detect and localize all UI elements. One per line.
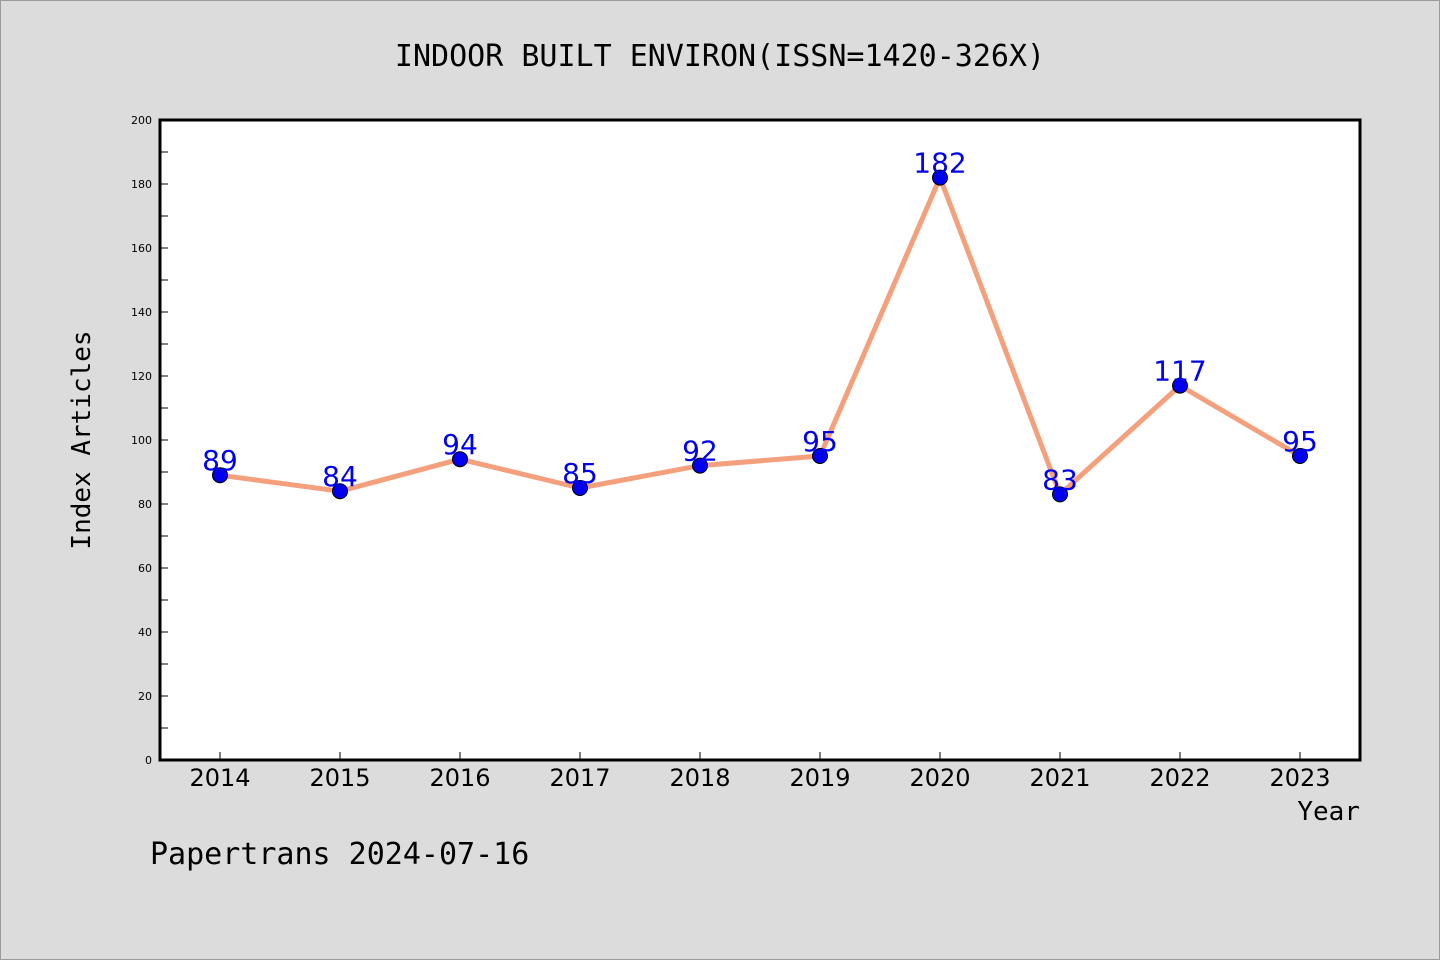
data-label: 94 [442,428,478,461]
x-tick-label: 2015 [309,764,370,792]
series-line [219,175,1302,497]
footer-credit: Papertrans 2024-07-16 [150,837,529,872]
data-label: 92 [682,435,718,468]
y-tick-label: 160 [131,242,152,255]
data-label: 117 [1153,355,1206,388]
y-axis-ticks: 0 20 40 60 80 100 120 140 160 180 200 [131,114,168,767]
plot-border [158,118,1362,762]
x-tick-label: 2017 [549,764,610,792]
y-tick-label: 0 [145,754,152,767]
series-group: 89 84 94 85 92 95 182 83 117 95 [202,147,1318,503]
x-axis-ticks: 2014 2015 2016 2017 2018 2019 2020 2021 2022 2023 [189,752,1331,792]
y-tick-label: 140 [131,306,152,319]
data-label: 182 [913,147,966,180]
x-tick-label: 2020 [909,764,970,792]
y-tick-label: 100 [131,434,152,447]
data-point [932,169,948,186]
data-point [452,451,468,468]
y-tick-label: 80 [138,498,152,511]
data-point [1292,448,1308,464]
x-tick-label: 2022 [1149,764,1210,792]
y-tick-label: 120 [131,370,152,383]
chart-title: INDOOR BUILT ENVIRON(ISSN=1420-326X) [395,39,1045,74]
data-label: 95 [802,425,838,458]
x-tick-label: 2023 [1269,764,1330,792]
x-tick-label: 2021 [1029,764,1090,792]
plot-area [160,120,1360,760]
data-label: 83 [1042,463,1078,496]
x-axis-label: Year [1297,797,1360,827]
y-tick-label: 20 [138,690,152,703]
y-tick-label: 60 [138,562,152,575]
x-tick-label: 2019 [789,764,850,792]
y-tick-label: 180 [131,178,152,191]
data-label: 85 [562,457,598,490]
data-label: 95 [1282,425,1318,458]
data-label: 89 [202,444,238,477]
y-tick-label: 40 [138,626,152,639]
data-point [332,483,348,500]
data-point [572,480,588,496]
y-axis-label: Index Articles [67,330,97,549]
x-tick-label: 2018 [669,764,730,792]
data-label: 84 [322,460,358,493]
data-point [1052,486,1068,503]
data-point [1172,377,1188,394]
x-tick-label: 2014 [189,764,250,792]
x-tick-label: 2016 [429,764,490,792]
data-point [212,467,228,484]
data-point [692,457,708,474]
data-point [812,448,828,464]
y-tick-label: 200 [131,114,152,127]
